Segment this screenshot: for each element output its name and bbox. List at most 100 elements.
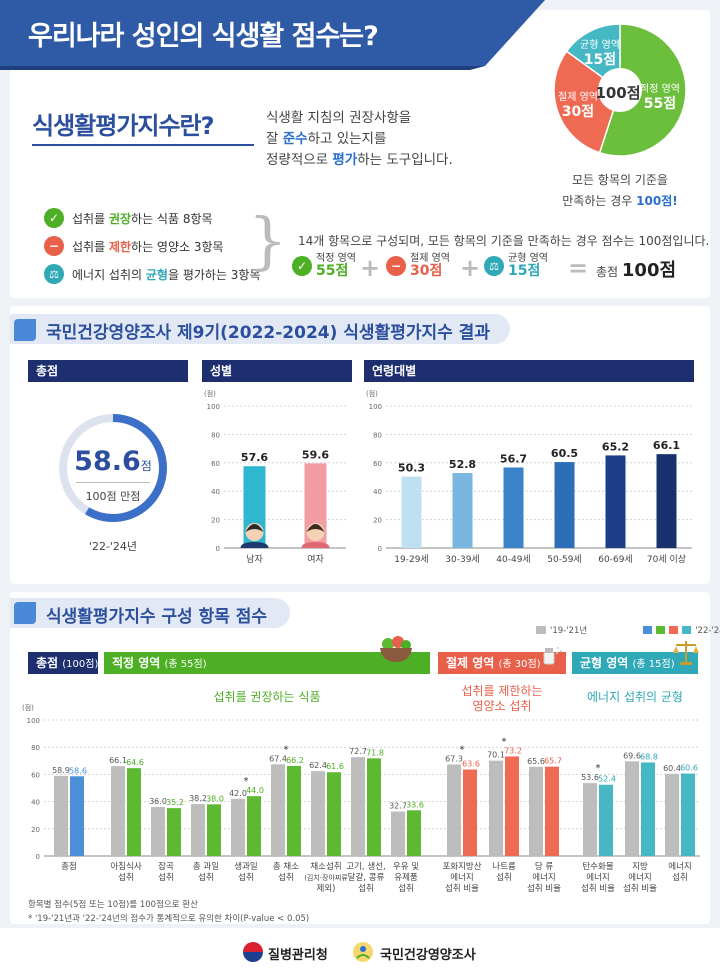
x-tick-label: 총 채소 (273, 861, 299, 872)
bar-new-value: 33.6 (406, 800, 424, 809)
definition-title: 식생활평가지수란? (32, 112, 215, 140)
x-tick-label: 제외) (317, 883, 336, 894)
x-tick-label: 포화지방산 (442, 861, 481, 872)
score-divider (76, 482, 150, 483)
legend-text: 섭취를 제한하는 영양소 3항목 (72, 238, 224, 255)
bar-new (167, 808, 181, 856)
header-sub: (총 15점) (632, 659, 675, 670)
man-icon (240, 542, 269, 548)
bar-old (489, 760, 503, 856)
x-tick-label: 남자 (246, 554, 263, 565)
survey-name: 국민건강영양조사 (380, 948, 476, 963)
legend-text: 에너지 섭취의 균형을 평가하는 3항목 (72, 266, 261, 283)
x-tick-label: 섭취 (158, 872, 174, 883)
y-tick-label: 40 (211, 488, 220, 496)
check-icon: ✓ (292, 256, 312, 276)
bar-new-value: 64.6 (126, 758, 144, 767)
y-tick-label: 60 (31, 771, 40, 779)
bar-new (70, 776, 84, 856)
composition-label: 균형 영역 15점 (508, 253, 548, 279)
definition-text: 하는 도구입니다. (357, 152, 453, 168)
pie-label-balance: 균형 영역 15점 (580, 40, 620, 68)
x-tick-label: 총점 (61, 861, 77, 872)
bar-new-value: 61.6 (326, 762, 344, 771)
plus-sign: + (460, 254, 481, 282)
y-tick-label: 80 (31, 744, 40, 752)
y-axis-unit: (점) (204, 390, 216, 398)
y-tick-label: 20 (31, 826, 40, 834)
bar-old-value: 58.9 (52, 766, 70, 775)
bar-new (327, 772, 341, 856)
bar-old-value: 38.2 (189, 794, 207, 803)
minus-icon: − (386, 256, 406, 276)
x-tick-label: 지방 (632, 861, 648, 872)
bar-new (247, 796, 261, 856)
subtitle-line: 영양소 섭취 (472, 699, 532, 713)
definition-text: 식생활 지침의 권장사항을 (266, 110, 412, 126)
bar-value-label: 57.6 (241, 451, 268, 464)
pie-note-text: 만족하는 경우 (562, 194, 637, 208)
bar-old (625, 761, 639, 856)
composition-label: 절제 영역 30점 (410, 253, 450, 279)
bar-new-value: 60.6 (680, 764, 698, 773)
x-tick-label: 에너지 (450, 872, 473, 883)
bar-new-value: 35.2 (166, 798, 184, 807)
bar-new (505, 756, 519, 856)
total-score: 58.6점 (58, 446, 168, 477)
total-score-max: 100점 만점 (85, 490, 141, 503)
x-tick-label: 달걀, 콩류 (348, 872, 385, 883)
bar-value-label: 65.2 (602, 440, 629, 453)
pie-note: 모든 항목의 기준을 만족하는 경우 100점! (560, 170, 680, 212)
hair-icon (306, 524, 325, 532)
minus-icon: − (44, 236, 64, 256)
total-panel-header: 총점 (28, 360, 188, 382)
legend-count: 3항목 (190, 239, 224, 254)
x-tick-label: 섭취 (358, 883, 374, 894)
age-bar-chart: (점) 0 20 40 60 80 100 50.3 19-29세 52.8 30-39세 56.7 4… (366, 390, 692, 565)
pie-slice-0 (598, 23, 687, 157)
legend-text: 섭취를 권장하는 식품 8항목 (72, 210, 213, 227)
bar (554, 462, 575, 548)
scale-icon: ⚖ (484, 256, 504, 276)
bar-old-value: 72.7 (349, 747, 367, 756)
sex-panel-header: 성별 (202, 360, 352, 382)
significance-mark: * (284, 744, 289, 755)
legend-key: 권장 (108, 211, 132, 226)
composition-label: 적정 영역 55점 (316, 253, 356, 279)
check-icon: ✓ (44, 208, 64, 228)
bar-value-label: 52.8 (449, 458, 476, 471)
y-tick-label: 100 (369, 403, 382, 411)
composition-points: 15점 (508, 263, 541, 279)
bar (605, 455, 626, 548)
definition-line-2: 잘 준수하고 있는지를 (266, 129, 453, 150)
x-tick-label: 생과일 (234, 861, 257, 872)
definition-highlight: 평가 (332, 152, 358, 168)
pie-slice-1 (553, 50, 621, 154)
x-tick-label: 60-69세 (598, 554, 632, 565)
bar-new-value: 44.0 (246, 786, 264, 795)
x-tick-label: 에너지 (628, 872, 651, 883)
pie-label-value: 30점 (561, 104, 595, 120)
score-pie (553, 23, 687, 157)
x-tick-label: 당 류 (535, 861, 554, 872)
adequacy-subtitle: 섭취를 권장하는 식품 (213, 690, 321, 704)
definition-text: 하고 있는지를 (307, 131, 387, 147)
pie-label-value: 15점 (583, 52, 617, 68)
pie-note-line: 모든 항목의 기준을 (572, 173, 668, 187)
y-tick-label: 100 (27, 717, 40, 725)
pie-center-label: 100점 (595, 84, 641, 102)
bar-old (583, 783, 597, 856)
hair-icon (245, 524, 264, 532)
legend-swatch-old (536, 626, 546, 634)
footnote-line: 항목별 점수(5점 또는 10점)를 100점으로 환산 (28, 900, 198, 910)
bar-old (665, 773, 679, 856)
moderation-subtitle: 섭취를 제한하는 영양소 섭취 (438, 684, 566, 714)
bar-new (287, 765, 301, 856)
legend-post: 하는 영양소 (131, 239, 191, 254)
bar-old-value: 66.1 (109, 756, 127, 765)
bar-new (599, 784, 613, 856)
header-label: 균형 영역 (580, 656, 629, 670)
composition-balance: ⚖ 균형 영역 15점 (484, 253, 548, 279)
comp-moderation-header: 절제 영역 (총 30점) (438, 652, 566, 674)
x-tick-label: 40-49세 (496, 554, 530, 565)
